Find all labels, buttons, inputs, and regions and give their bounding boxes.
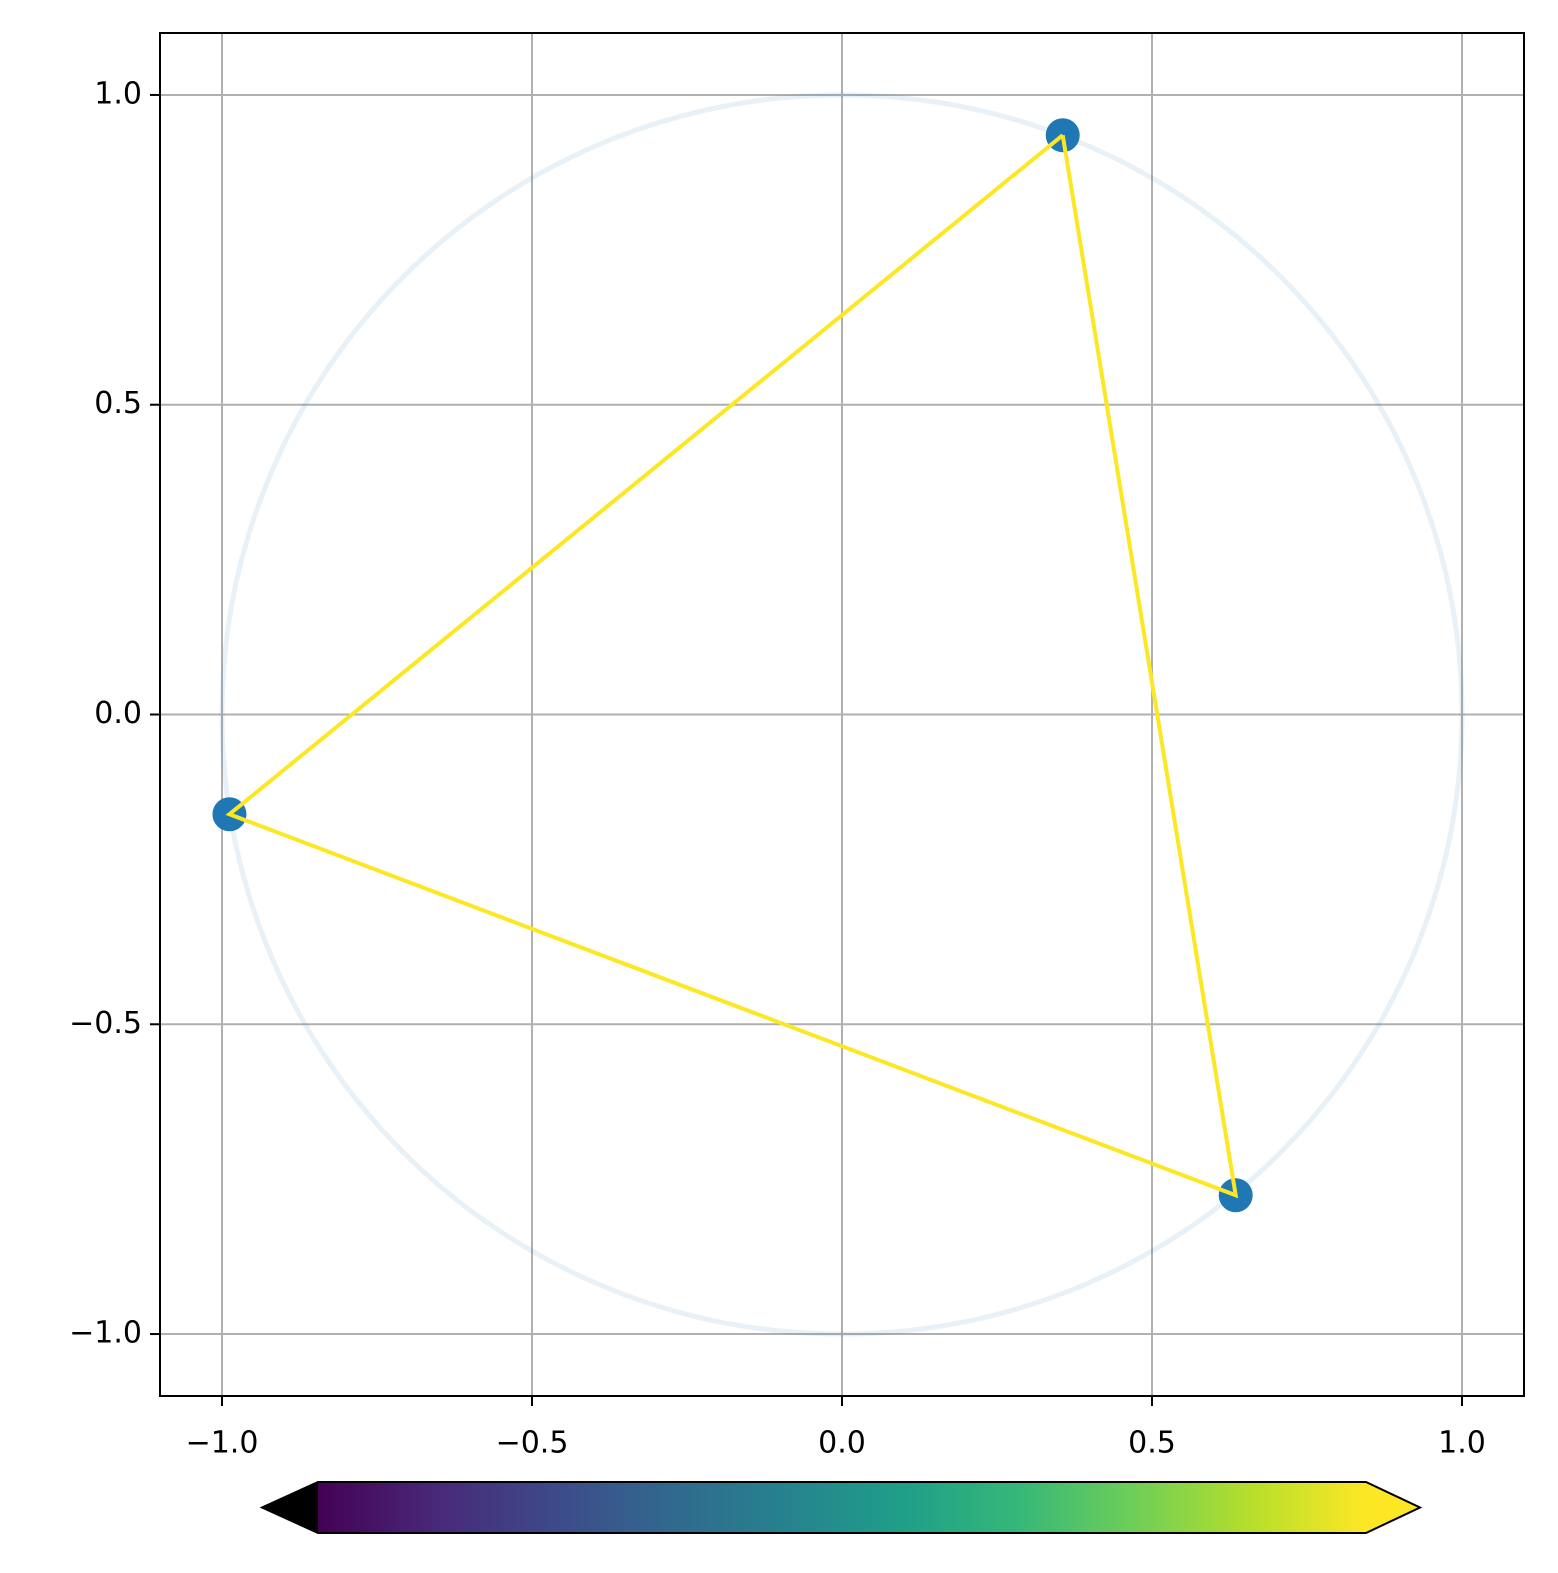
- colorbar-extend-max: [1366, 1482, 1420, 1533]
- plot-area: [212, 92, 1465, 1337]
- y-tick-label: −0.5: [69, 1006, 142, 1041]
- colorbar-extend-min: [262, 1482, 318, 1533]
- x-tick-label: 0.0: [818, 1426, 866, 1461]
- axes-frame: [159, 32, 1525, 1397]
- x-tick-label: 0.5: [1128, 1426, 1176, 1461]
- y-tick-label: 0.5: [94, 386, 142, 421]
- line: [225, 133, 1239, 1199]
- y-tick-label: 0.0: [94, 696, 142, 731]
- y-tick-label: −1.0: [69, 1316, 142, 1351]
- x-tick-label: −0.5: [496, 1426, 569, 1461]
- colorbar-outline: [259, 1481, 1423, 1534]
- colorbar: [318, 1482, 1366, 1533]
- y-tick-label: 1.0: [94, 76, 142, 111]
- x-tick-label: 1.0: [1438, 1426, 1486, 1461]
- grid: [160, 33, 1524, 1396]
- reference-circle: [219, 92, 1465, 1337]
- x-tick-label: −1.0: [186, 1426, 259, 1461]
